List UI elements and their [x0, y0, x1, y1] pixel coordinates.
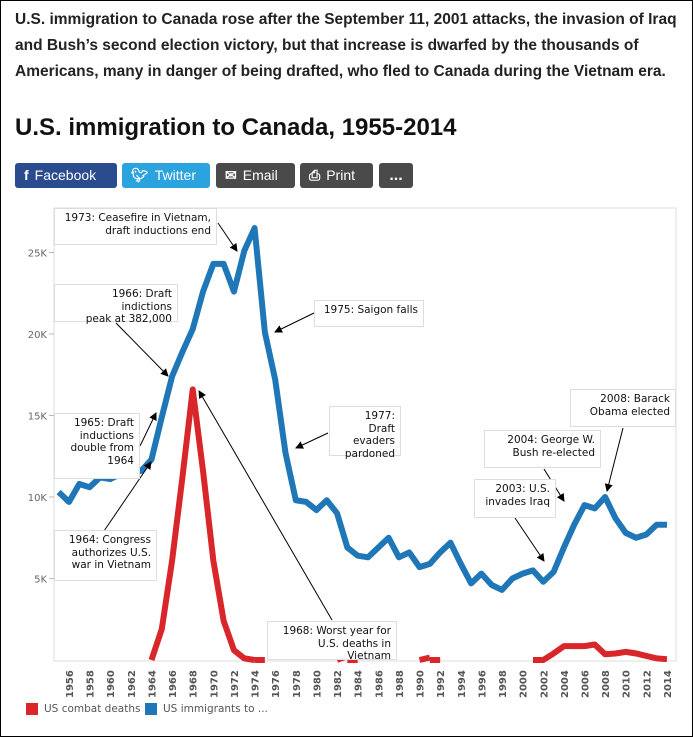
page-title: U.S. immigration to Canada, 1955-2014 [15, 114, 457, 141]
annotation-arrow [295, 432, 329, 449]
annotation-arrow [514, 517, 545, 562]
x-tick-label: 1992 [436, 670, 447, 698]
annotation-box: 1964: Congress authorizes U.S. war in Vi… [54, 530, 157, 581]
annotation-box: 1973: Ceasefire in Vietnam, draft induct… [54, 208, 217, 245]
x-tick-label: 2000 [519, 670, 530, 698]
x-tick-label: 1988 [395, 670, 406, 698]
x-tick-label: 1982 [333, 670, 344, 698]
x-tick-label: 1976 [271, 670, 282, 698]
print-label: Print [326, 167, 355, 183]
annotation-arrow [115, 322, 169, 377]
x-tick-label: 1956 [65, 670, 76, 698]
x-tick-label: 1964 [147, 670, 158, 698]
x-tick-label: 2008 [601, 670, 612, 698]
print-button[interactable]: ⎙ Print [300, 163, 373, 188]
y-tick-label: 10K [28, 493, 48, 504]
annotation-box: 1968: Worst year for U.S. deaths in Viet… [267, 621, 397, 662]
deaths-series-line [148, 386, 256, 663]
x-tick-label: 1962 [127, 670, 138, 698]
x-tick-label: 1978 [292, 670, 303, 698]
annotation-arrow [198, 390, 333, 621]
x-tick-label: 1996 [477, 670, 488, 698]
x-tick-label: 1984 [354, 670, 365, 698]
annotation-arrow [103, 461, 152, 532]
legend-item-deaths[interactable]: US combat deaths [26, 703, 140, 715]
x-tick-label: 2012 [642, 670, 653, 698]
x-tick-label: 2010 [622, 670, 633, 698]
x-tick-label: 1958 [86, 670, 97, 698]
x-tick-label: 2014 [663, 670, 674, 698]
legend-label: US combat deaths [44, 703, 141, 715]
printer-icon: ⎙ [309, 167, 321, 183]
x-tick-label: 1990 [416, 670, 427, 698]
twitter-icon: 🐦︎ [131, 167, 149, 183]
deaths-series-line [418, 654, 431, 663]
y-tick-label: 25K [28, 249, 48, 260]
facebook-label: Facebook [34, 167, 97, 183]
y-tick-label: 5K [34, 575, 47, 586]
x-tick-label: 1986 [374, 670, 385, 698]
x-tick-label: 1980 [312, 670, 323, 698]
x-tick-label: 1972 [230, 670, 241, 698]
y-tick-label: 20K [28, 330, 48, 341]
annotation-box: 2008: Barack Obama elected [570, 389, 676, 427]
twitter-share-button[interactable]: 🐦︎ Twitter [122, 163, 210, 188]
deaths-series-line [532, 641, 668, 663]
intro-text: U.S. immigration to Canada rose after th… [15, 11, 677, 80]
legend-swatch-blue [145, 703, 157, 715]
immigrants-series-line [56, 225, 667, 593]
annotation-box: 1975: Saigon falls [314, 300, 424, 327]
x-tick-label: 1970 [209, 670, 220, 698]
facebook-share-button[interactable]: f Facebook [15, 163, 117, 188]
x-tick-label: 1974 [251, 670, 262, 698]
x-tick-label: 2002 [539, 670, 550, 698]
x-tick-label: 1998 [498, 670, 509, 698]
x-tick-label: 1994 [457, 670, 468, 698]
x-tick-label: 2004 [560, 670, 571, 698]
email-label: Email [242, 167, 278, 183]
annotation-box: 2003: U.S. invades Iraq [474, 479, 556, 518]
legend-item-immigrants[interactable]: US immigrants to ... [145, 703, 268, 715]
annotation-box: 2004: George W. Bush re-elected [484, 430, 601, 468]
x-tick-label: 1960 [106, 670, 117, 698]
more-label: ... [389, 167, 403, 184]
y-tick-label: 15K [28, 412, 48, 423]
legend-label: US immigrants to ... [163, 703, 268, 715]
annotation-arrow [217, 222, 238, 252]
annotation-arrow [139, 412, 157, 447]
annotation-arrow [274, 312, 315, 333]
twitter-label: Twitter [154, 167, 197, 183]
annotation-box: 1977: Draft evaders pardoned [329, 406, 401, 460]
annotation-box: 1966: Draft indictions peak at 382,000 [54, 284, 178, 325]
envelope-icon: ✉ [225, 167, 237, 183]
x-tick-label: 1968 [189, 670, 200, 698]
legend-swatch-red [26, 703, 38, 715]
annotation-arrow [604, 427, 624, 492]
more-share-button[interactable]: ... [379, 163, 413, 188]
facebook-icon: f [24, 167, 29, 183]
annotation-box: 1965: Draft inductions double from 1964 [54, 413, 140, 479]
x-tick-label: 1966 [168, 670, 179, 698]
x-tick-label: 2006 [581, 670, 592, 698]
email-share-button[interactable]: ✉ Email [216, 163, 295, 188]
